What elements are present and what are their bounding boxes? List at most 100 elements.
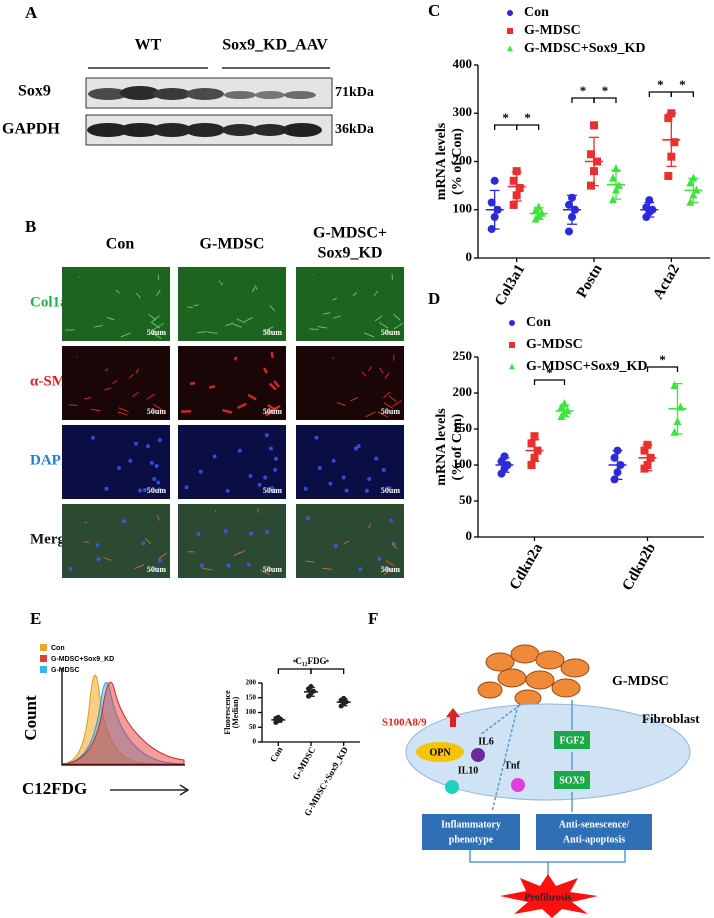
column-label: G-MDSC+ [313,225,387,242]
fiber [373,290,379,297]
fiber [361,371,367,377]
box-text: Anti-senescence/ [559,819,630,830]
fiber [349,397,358,402]
y-axis-label: mRNA levels [434,408,449,486]
y-tick-label: 0 [466,528,473,543]
fiber [84,521,88,524]
fiber [383,391,391,399]
fiber [254,284,258,290]
micrograph [62,267,170,341]
nucleus [331,458,336,463]
fiber [305,560,315,563]
fiber [93,324,103,328]
fiber [259,569,271,576]
fiber [392,400,402,407]
panel-label: A [25,3,38,22]
fiber [336,402,346,406]
scale-bar-label: 50um [147,407,166,416]
fiber [247,393,257,401]
fiber [132,391,140,397]
fiber [135,368,140,374]
fiber [263,326,274,333]
x-tick-label: Acta2 [650,262,683,302]
nucleus [152,477,157,482]
scale-bar-label: 50um [381,407,400,416]
fiber [379,367,384,374]
nucleus [248,473,253,478]
x-tick-label: G-MDSC [290,745,317,782]
fiber [377,411,388,418]
fiber [148,313,156,320]
fiber [265,408,277,417]
nucleus [263,475,268,480]
significance-bracket [516,124,540,130]
y-axis-label: (Median) [231,696,240,728]
nucleus [268,446,273,451]
outcome-label: Profibrosis [525,892,572,903]
legend-label: Con [526,315,551,330]
fgf2-box [554,731,590,749]
nucleus [387,486,392,491]
fiber [144,537,152,545]
nucleus [257,482,262,487]
nucleus [385,566,390,571]
fiber [112,380,118,385]
fiber [383,402,394,409]
point [527,461,536,469]
panel-label: D [428,289,440,308]
nucleus [156,480,161,485]
legend-marker [507,45,513,52]
legend-marker [507,10,513,16]
nucleus [196,532,201,537]
fiber [222,408,233,414]
y-axis-label: Fluorescence [223,690,232,735]
point [610,453,619,462]
fiber [120,332,131,338]
panel-label: C [428,1,440,20]
group-label: WT [135,37,162,54]
y-tick-label: 50 [249,723,257,731]
fiber [237,402,247,410]
fiber [378,322,389,329]
outcome-box [536,814,652,850]
opn-shape [416,742,464,762]
point [670,381,679,389]
y-tick-label: 150 [453,420,473,435]
fiber [103,557,112,561]
box-text: phenotype [449,834,494,845]
fiber [368,523,372,529]
fiber [343,540,349,545]
fiber [267,404,278,412]
x-tick-label: Col3a1 [492,262,528,309]
burst [500,874,598,918]
fiber [364,332,375,338]
legend-label: Con [524,5,549,20]
fiber [151,315,160,323]
y-tick-label: 0 [466,249,473,264]
micrograph [178,504,286,578]
nucleus [353,446,358,451]
histogram [61,668,185,766]
fiber [104,368,109,372]
fiber [104,387,111,391]
nucleus [341,475,346,480]
y-tick-label: 200 [453,384,473,399]
point [490,176,499,185]
legend-marker [509,342,515,348]
column-label: G-MDSC [200,236,265,253]
fiber [134,564,145,570]
nucleus [223,529,228,534]
molecule-label: OPN [429,747,451,758]
fiber [244,317,253,322]
nucleus [225,488,230,493]
nucleus [265,529,270,534]
fiber [273,380,280,388]
nucleus [374,456,379,461]
point [487,198,496,207]
kda-label: 71kDa [335,85,374,100]
fiber [220,282,224,286]
significance-label: * [657,77,664,92]
column-label: Sox9_KD [318,245,383,262]
nucleus [356,444,361,449]
